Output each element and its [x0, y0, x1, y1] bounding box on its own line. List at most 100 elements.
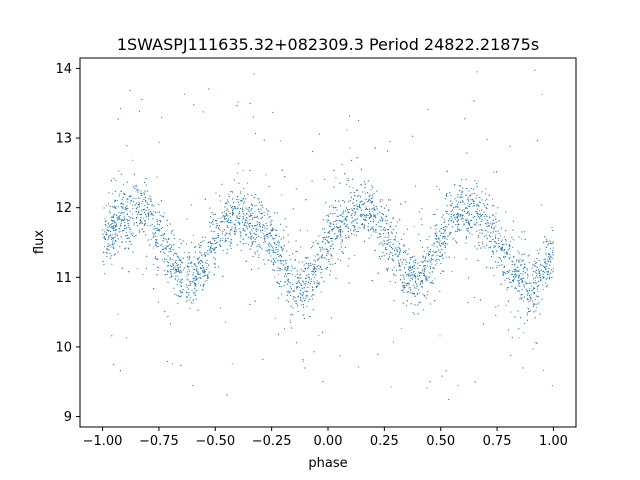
scatter-point — [131, 213, 133, 215]
scatter-point — [518, 337, 520, 339]
scatter-point — [444, 238, 446, 240]
scatter-point — [228, 233, 230, 235]
scatter-point — [541, 93, 543, 95]
scatter-point — [195, 285, 197, 287]
scatter-point — [336, 220, 338, 222]
scatter-point — [325, 258, 327, 260]
scatter-point — [466, 229, 468, 231]
scatter-point — [534, 277, 536, 279]
scatter-point — [458, 228, 460, 231]
scatter-point — [322, 381, 324, 383]
scatter-point — [237, 163, 239, 165]
scatter-point — [277, 250, 279, 253]
scatter-point — [448, 398, 450, 400]
scatter-point — [407, 273, 409, 275]
scatter-point — [214, 237, 216, 239]
scatter-point — [156, 239, 158, 241]
scatter-point — [243, 225, 245, 227]
scatter-point — [164, 252, 166, 254]
scatter-point — [154, 231, 156, 234]
scatter-point — [183, 251, 185, 254]
scatter-point — [477, 214, 479, 216]
scatter-point — [327, 241, 329, 243]
scatter-point — [320, 265, 322, 268]
scatter-point — [173, 244, 175, 246]
scatter-point — [155, 239, 157, 241]
scatter-point — [193, 104, 195, 106]
scatter-point — [496, 267, 498, 269]
scatter-point — [133, 224, 135, 226]
scatter-point — [424, 270, 426, 272]
scatter-point — [544, 258, 546, 260]
scatter-point — [389, 280, 391, 283]
scatter-point — [260, 217, 262, 219]
scatter-point — [203, 269, 205, 271]
scatter-point — [292, 267, 294, 269]
scatter-point — [335, 220, 337, 223]
scatter-point — [336, 235, 338, 237]
scatter-point — [330, 270, 332, 272]
scatter-point — [110, 246, 112, 248]
scatter-point — [296, 288, 298, 290]
scatter-point — [536, 249, 538, 251]
scatter-point — [155, 240, 158, 242]
scatter-point — [417, 262, 419, 264]
scatter-point — [449, 231, 451, 233]
scatter-point — [198, 251, 200, 253]
scatter-point — [505, 304, 507, 306]
scatter-point — [398, 262, 400, 264]
scatter-point — [545, 265, 547, 267]
scatter-point — [358, 204, 360, 206]
scatter-point — [244, 201, 246, 203]
scatter-point — [518, 279, 520, 282]
scatter-point — [306, 305, 308, 307]
scatter-point — [217, 266, 220, 268]
scatter-point — [194, 287, 196, 289]
scatter-point — [493, 245, 495, 247]
scatter-point — [186, 218, 188, 220]
scatter-point — [333, 221, 335, 223]
scatter-point — [147, 207, 149, 209]
scatter-point — [170, 246, 173, 248]
scatter-point — [179, 259, 181, 261]
scatter-point — [117, 313, 119, 315]
scatter-point — [325, 236, 327, 238]
scatter-point — [486, 223, 488, 225]
scatter-point — [163, 212, 165, 214]
scatter-point — [261, 205, 264, 207]
scatter-point — [126, 181, 128, 183]
scatter-point — [150, 239, 152, 241]
scatter-point — [103, 246, 105, 248]
scatter-point — [352, 202, 354, 204]
scatter-point — [387, 257, 389, 260]
scatter-point — [423, 250, 425, 252]
scatter-point — [535, 342, 537, 344]
scatter-point — [311, 294, 314, 296]
scatter-point — [520, 264, 522, 266]
scatter-point — [175, 271, 177, 273]
scatter-point — [428, 254, 431, 256]
scatter-point — [551, 250, 554, 252]
scatter-point — [370, 214, 372, 216]
scatter-point — [225, 218, 227, 220]
scatter-point — [466, 237, 468, 239]
scatter-point — [278, 243, 280, 245]
scatter-point — [344, 173, 346, 175]
scatter-point — [153, 205, 155, 207]
scatter-point — [413, 255, 415, 257]
scatter-point — [256, 231, 258, 233]
scatter-point — [186, 296, 188, 298]
scatter-point — [318, 335, 320, 337]
scatter-point — [413, 285, 415, 287]
scatter-point — [338, 248, 340, 250]
scatter-point — [514, 288, 516, 290]
scatter-point — [409, 258, 411, 260]
scatter-point — [221, 183, 223, 185]
scatter-point — [254, 251, 256, 253]
scatter-point — [322, 249, 324, 251]
scatter-point — [422, 261, 424, 263]
scatter-point — [307, 300, 310, 302]
scatter-point — [152, 237, 154, 239]
scatter-point — [494, 216, 496, 218]
scatter-point — [385, 204, 387, 206]
